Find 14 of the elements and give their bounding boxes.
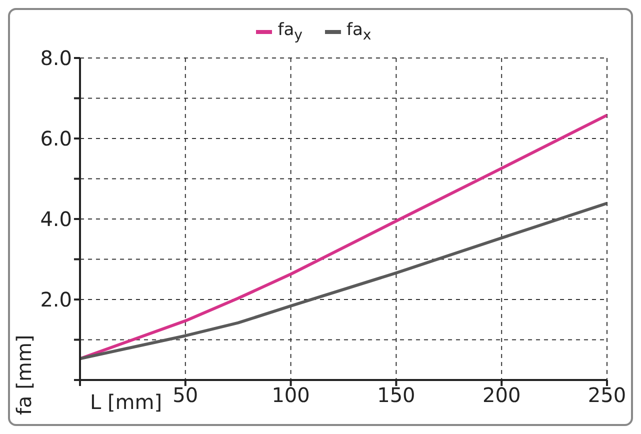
x-axis-title: L [mm] [90, 390, 162, 414]
legend-label: fa$_{x}$ [346, 20, 372, 44]
x-tick-label: 200 [482, 383, 521, 408]
x-tick-label: 50 [172, 383, 198, 408]
x-tick-label: 100 [272, 383, 310, 408]
x-tick-label: 150 [377, 383, 416, 408]
y-tick-label: 6.0 [40, 126, 72, 151]
legend-label: fa$_{y}$ [278, 20, 302, 44]
line-series [80, 202, 607, 360]
y-tick-label: 8.0 [40, 46, 72, 70]
y-tick-label: 2.0 [40, 288, 72, 312]
y-axis-title: fa [mm] [12, 334, 36, 415]
x-tick-label: 250 [588, 383, 626, 408]
y-tick-label: 4.0 [40, 207, 72, 232]
